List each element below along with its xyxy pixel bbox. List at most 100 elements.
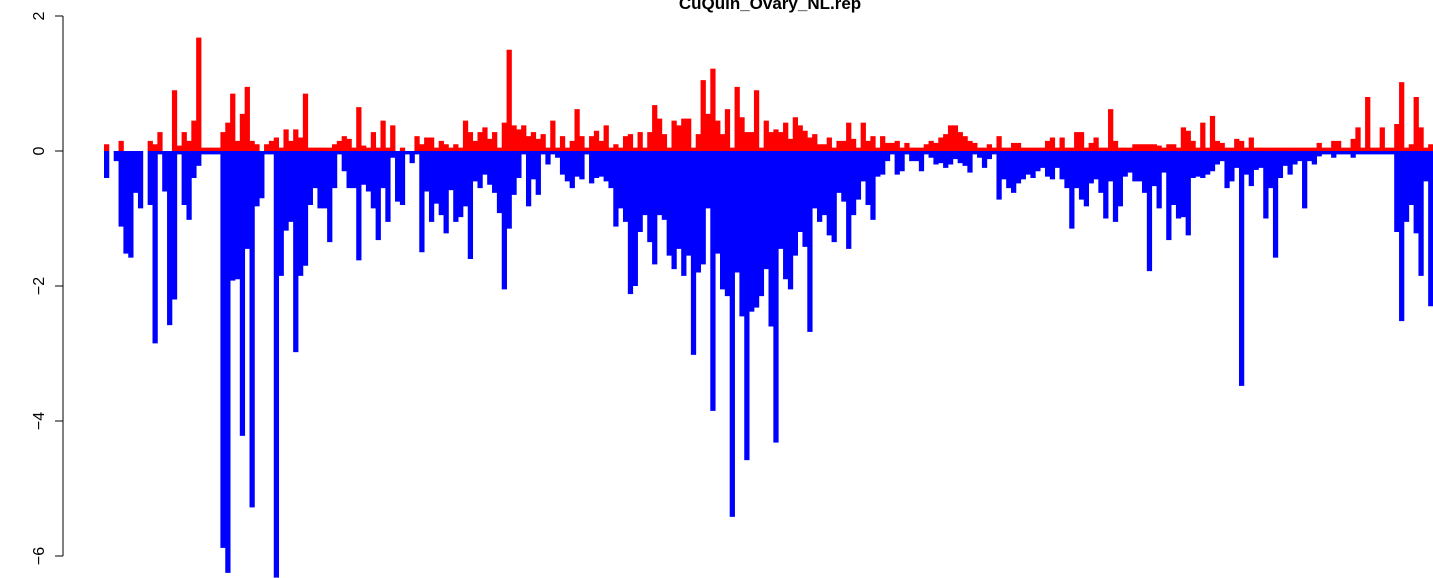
positive-bar: [1399, 82, 1405, 151]
negative-bar: [336, 151, 343, 155]
positive-bar: [225, 122, 231, 151]
negative-bar: [909, 151, 915, 162]
negative-bar: [152, 151, 158, 344]
negative-bar: [1117, 151, 1123, 207]
negative-bar: [259, 151, 265, 199]
negative-bar: [428, 151, 435, 222]
positive-bar: [196, 37, 202, 151]
negative-bar: [462, 151, 469, 207]
positive-bar: [1369, 147, 1376, 152]
negative-bar: [1161, 151, 1167, 173]
positive-bar: [414, 136, 420, 151]
negative-bar: [506, 151, 512, 229]
positive-bar: [1224, 147, 1230, 152]
negative-bar: [346, 151, 352, 189]
positive-bar: [778, 132, 784, 151]
negative-bar: [433, 151, 440, 204]
positive-bar: [1044, 140, 1051, 152]
positive-bar: [293, 129, 299, 151]
positive-bar: [215, 147, 221, 152]
positive-bar: [914, 147, 920, 152]
positive-bar: [458, 147, 464, 152]
negative-bar: [487, 151, 493, 185]
positive-bar: [1253, 147, 1259, 152]
negative-bar: [904, 151, 910, 155]
negative-bar: [850, 151, 857, 216]
positive-bar: [884, 142, 891, 151]
negative-bar: [1209, 151, 1216, 172]
positive-bar: [574, 109, 580, 151]
positive-bar: [1151, 144, 1157, 151]
negative-bar: [477, 151, 483, 189]
negative-bar: [1403, 151, 1410, 222]
negative-bar: [380, 151, 386, 189]
negative-bar: [467, 151, 474, 259]
positive-bar: [317, 147, 323, 152]
negative-bar: [1282, 151, 1288, 166]
positive-bar: [1413, 97, 1419, 151]
positive-bar: [661, 134, 668, 152]
negative-bar: [1263, 151, 1269, 219]
positive-bar: [865, 140, 871, 152]
negative-bar: [797, 151, 803, 232]
positive-bar: [351, 147, 357, 152]
negative-bar: [162, 151, 168, 192]
positive-bar: [244, 86, 250, 152]
positive-bar: [1006, 147, 1012, 152]
negative-bar: [1171, 151, 1177, 205]
negative-bar: [205, 151, 212, 155]
negative-bar: [1200, 151, 1206, 178]
positive-bar: [734, 86, 740, 152]
negative-bar: [569, 151, 575, 189]
negative-bar: [787, 151, 794, 290]
negative-bar: [545, 151, 551, 165]
negative-bar: [1180, 151, 1187, 218]
negative-bar: [1069, 151, 1075, 229]
negative-bar: [1384, 151, 1390, 155]
positive-bar: [986, 144, 993, 151]
negative-bar: [1044, 151, 1051, 177]
positive-bar: [1209, 115, 1216, 151]
negative-bar: [812, 151, 818, 209]
positive-bar: [972, 142, 978, 151]
negative-bar: [118, 151, 124, 227]
positive-bar: [749, 132, 755, 151]
negative-bar: [739, 151, 745, 317]
positive-bar: [472, 140, 478, 152]
positive-bar: [555, 147, 561, 152]
negative-bar: [404, 151, 410, 155]
negative-bar: [1311, 151, 1317, 165]
negative-bar: [1243, 151, 1250, 175]
negative-bar: [579, 151, 585, 180]
positive-bar: [598, 140, 604, 152]
negative-bar: [225, 151, 231, 573]
positive-bar: [1321, 147, 1327, 152]
positive-bar: [516, 129, 522, 151]
positive-bar: [1069, 147, 1075, 152]
negative-bar: [1015, 151, 1022, 184]
positive-bar: [1137, 144, 1143, 151]
negative-bar: [264, 151, 270, 155]
y-axis: 2 0 −2 −4 −6: [31, 11, 64, 565]
negative-bar: [482, 151, 488, 175]
positive-bar: [787, 138, 794, 151]
positive-bar: [322, 147, 328, 152]
negative-bar: [938, 151, 944, 164]
negative-bar: [744, 151, 750, 461]
negative-bar: [1389, 151, 1395, 155]
positive-bar: [346, 138, 352, 151]
negative-bar: [230, 151, 236, 281]
negative-bar: [1277, 151, 1284, 178]
positive-bar: [1112, 140, 1119, 152]
negative-bar: [986, 151, 993, 160]
positive-bar: [239, 113, 246, 152]
negative-bar: [530, 151, 537, 180]
positive-bar: [710, 68, 716, 151]
negative-bar: [220, 151, 226, 548]
positive-bar: [904, 142, 910, 151]
negative-bar: [564, 151, 571, 182]
negative-bar: [1006, 151, 1012, 189]
positive-bar: [797, 125, 803, 151]
negative-bar: [656, 151, 663, 216]
negative-bar: [322, 151, 328, 209]
